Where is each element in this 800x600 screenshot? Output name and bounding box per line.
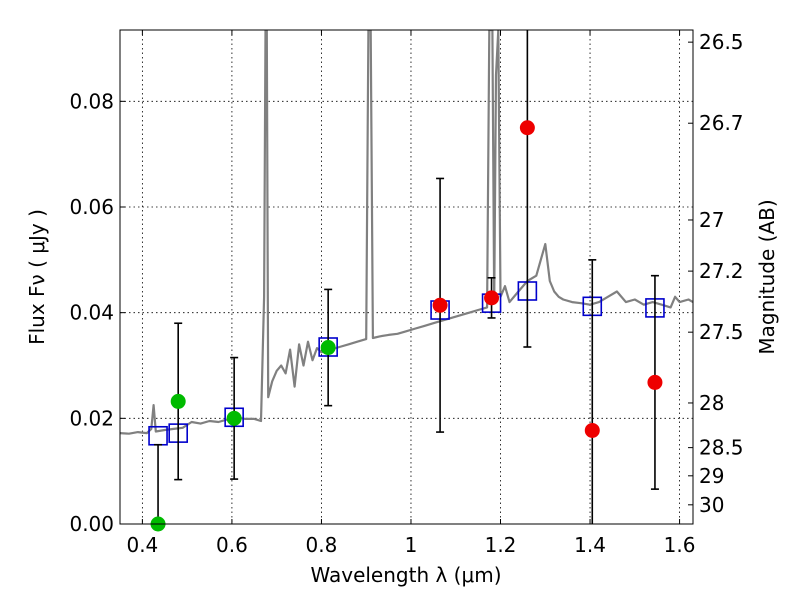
observed-flux-point: [226, 410, 242, 426]
y-tick-label: 0.08: [69, 89, 114, 113]
x-tick-label: 1: [405, 533, 418, 557]
plot-frame: [119, 29, 694, 525]
y-tick-label: 0.02: [69, 406, 114, 430]
x-tick-label: 0.4: [126, 533, 158, 557]
ticks: 0.4 0.6 0.8 1 1.2 1.4 1.6 0.00 0.02 0.04 0.06 0.08 2…: [69, 30, 744, 557]
x-tick-label: 1.2: [485, 533, 517, 557]
observed-flux-point: [320, 340, 336, 356]
observed-flux-point: [432, 297, 448, 313]
mag-tick-label: 27.2: [699, 259, 744, 283]
mag-tick-label: 28: [699, 391, 724, 415]
observed-flux-point: [584, 422, 600, 438]
observed-flux-point: [519, 120, 535, 136]
y-right-axis-label: Magnitude (AB): [755, 199, 779, 354]
x-tick-label: 0.8: [306, 533, 338, 557]
mag-tick-label: 26.5: [699, 30, 744, 54]
mag-tick-label: 27.5: [699, 320, 744, 344]
observed-flux-point: [647, 374, 663, 390]
y-tick-label: 0.06: [69, 195, 114, 219]
y-tick-label: 0.00: [69, 512, 114, 536]
x-axis-label: Wavelength λ (μm): [310, 563, 501, 587]
y-tick-label: 0.04: [69, 301, 114, 325]
mag-tick-label: 29: [699, 464, 724, 488]
x-tick-label: 0.6: [216, 533, 248, 557]
mag-tick-label: 27: [699, 208, 724, 232]
x-tick-label: 1.6: [664, 533, 696, 557]
marker-layer: [148, 30, 665, 532]
observed-flux-point: [484, 290, 500, 306]
mag-tick-label: 30: [699, 493, 724, 517]
observed-flux-point: [170, 393, 186, 409]
x-tick-label: 1.4: [574, 533, 606, 557]
mag-tick-label: 28.5: [699, 436, 744, 460]
mag-tick-label: 26.7: [699, 111, 744, 135]
y-axis-label: Flux Fν ( μJy ): [25, 209, 49, 345]
